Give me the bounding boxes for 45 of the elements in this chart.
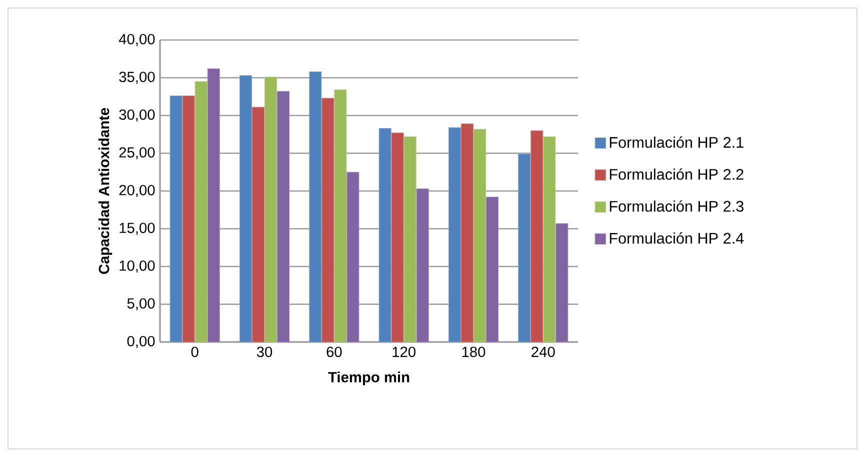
bar bbox=[346, 172, 360, 342]
bar bbox=[170, 96, 182, 342]
x-axis-title: Tiempo min bbox=[328, 372, 410, 386]
bar bbox=[518, 154, 531, 342]
bar bbox=[473, 128, 486, 342]
bar bbox=[486, 196, 499, 342]
bar bbox=[252, 106, 265, 342]
legend-label: Formulación HP 2.3 bbox=[610, 200, 744, 212]
legend-label: Formulación HP 2.4 bbox=[610, 232, 744, 244]
y-axis-title: Capacidad Antioxidante bbox=[98, 108, 112, 274]
bar bbox=[264, 76, 278, 342]
y-tick-label: 40,00 bbox=[118, 34, 155, 46]
bar bbox=[556, 223, 568, 342]
y-tick-label: 35,00 bbox=[119, 72, 155, 84]
bar bbox=[322, 98, 334, 342]
legend-label: Formulación HP 2.1 bbox=[610, 136, 744, 148]
x-tick-label: 0 bbox=[191, 346, 198, 358]
bar bbox=[334, 90, 347, 342]
y-tick-label: 10,00 bbox=[120, 260, 155, 273]
bar bbox=[194, 81, 208, 342]
x-tick-label: 180 bbox=[462, 346, 486, 358]
y-tick-label: 0,00 bbox=[127, 336, 155, 348]
bar bbox=[448, 127, 462, 342]
bar bbox=[207, 68, 220, 342]
bar bbox=[182, 96, 195, 342]
bar bbox=[530, 130, 544, 342]
y-tick-label: 25,00 bbox=[119, 147, 155, 160]
bar bbox=[391, 132, 404, 342]
bar bbox=[239, 75, 252, 342]
y-tick-label: 20,00 bbox=[119, 184, 155, 198]
y-tick-label: 5,00 bbox=[127, 298, 155, 310]
x-tick-label: 60 bbox=[326, 346, 342, 358]
y-tick-label: 30,00 bbox=[119, 109, 155, 122]
bar bbox=[404, 136, 416, 342]
x-tick-label: 120 bbox=[392, 346, 416, 358]
x-tick-label: 30 bbox=[256, 346, 272, 358]
bar bbox=[378, 128, 392, 342]
bar bbox=[276, 91, 290, 342]
legend-label: Formulación HP 2.2 bbox=[610, 168, 744, 180]
bar bbox=[309, 71, 322, 342]
y-tick-label: 15,00 bbox=[120, 222, 155, 235]
bar bbox=[416, 188, 429, 342]
bar bbox=[460, 124, 474, 342]
bar bbox=[543, 136, 556, 342]
x-tick-label: 240 bbox=[532, 346, 555, 358]
